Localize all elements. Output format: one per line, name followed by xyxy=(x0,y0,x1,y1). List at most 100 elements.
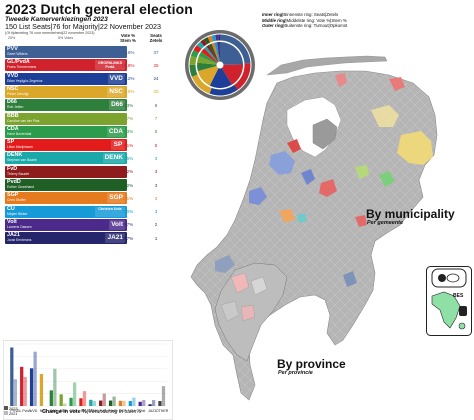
party-row-glpvda: GL/PvdA Frans Timmermans GROENLINKS PvdA xyxy=(5,59,127,72)
party-seat-count: 24 xyxy=(153,76,159,82)
chart-caption-text: Change in vote % xyxy=(42,409,87,415)
party-leader: Frans Timmermans xyxy=(7,65,37,70)
page-title: 2023 Dutch general election xyxy=(5,1,193,17)
party-logo: SGP xyxy=(107,193,125,204)
seat-slice-ja21 xyxy=(219,42,220,62)
party-name: GL/PvdA xyxy=(7,59,30,66)
party-vote-percent: 15.2% xyxy=(121,76,135,82)
x-tick-label: NSC xyxy=(40,409,48,413)
party-row-denk: DENK Stephan van Baarle DENK xyxy=(5,152,127,165)
party-seat-count: 3 xyxy=(154,195,158,201)
party-row-bbb: BBB Caroline van der Plas xyxy=(5,112,127,125)
by-municipality-sublabel: Per gemeente xyxy=(367,220,404,226)
glpvda-region-amsterdam xyxy=(287,139,301,153)
x-tick-label: Volt xyxy=(139,409,145,413)
x-tick-label: PvdD xyxy=(108,409,117,413)
vote-change-chart: PVV GL PvdA VVD NSC D66 BBB CDA SP DENK FvD PvdD SG… xyxy=(3,340,173,420)
party-vote-percent: 2.2% xyxy=(122,182,134,188)
x-tick-label: SP xyxy=(81,409,86,413)
netherlands-map xyxy=(190,55,438,401)
cda-region xyxy=(379,171,395,187)
party-name: BBB xyxy=(7,112,19,119)
party-name: PvdD xyxy=(7,179,21,185)
party-logo: GROENLINKS PvdA xyxy=(95,60,125,71)
x-tick-label: D66 xyxy=(50,409,57,413)
ring-legend: Inner ring|Binnenste ring: Seats|Zetels … xyxy=(262,12,347,29)
party-leader: Geert Wilders xyxy=(7,52,28,56)
seat-column-header: Seats Zetels xyxy=(146,33,166,43)
x-tick-label: SGP xyxy=(119,409,127,413)
party-row-sgp: SGP Chris Stoffer SGP xyxy=(5,192,127,205)
party-vote-percent: 0.7% xyxy=(122,235,134,241)
party-leader: Joost Eerdmans xyxy=(7,238,32,243)
party-leader: Lilian Marijnissen xyxy=(7,145,34,150)
party-leader: Stephan van Baarle xyxy=(7,158,37,163)
party-row-nsc: NSC Pieter Omtzigt NSC xyxy=(5,85,127,98)
bar-2023-pvdd xyxy=(108,400,113,406)
party-leader: Rob Jetten xyxy=(7,105,24,110)
pvv-region-zeeland xyxy=(215,255,235,273)
bes-inset xyxy=(426,266,472,336)
party-logo: JA21 xyxy=(105,233,125,244)
bar-2021-denk xyxy=(92,401,96,406)
party-logo: SP xyxy=(111,140,125,151)
party-seat-count: 9 xyxy=(154,102,158,108)
bes-top-island-box xyxy=(431,268,467,288)
bes-label: BES xyxy=(453,293,464,299)
seat-slice-d66 xyxy=(197,62,217,72)
party-logo: D66 xyxy=(109,100,125,111)
party-vote-percent: 3.3% xyxy=(122,129,134,135)
x-tick-label: BBB xyxy=(60,409,68,413)
bar-2021-sgp xyxy=(122,400,126,406)
x-tick-label: CU xyxy=(130,409,136,413)
party-row-ja21: JA21 Joost Eerdmans JA21 xyxy=(5,232,127,245)
party-seat-count: 37 xyxy=(153,49,159,55)
vvd-region-hague xyxy=(249,187,267,205)
legend-2021-label: 2021 xyxy=(9,412,18,416)
date-line: (Of tijdsmeting 76 voor meerderheid|22 n… xyxy=(5,31,95,35)
party-name: SP xyxy=(7,139,15,146)
party-name: D66 xyxy=(7,99,17,106)
vote-column-header: Vote % Stem % xyxy=(112,33,144,43)
province-north-holland xyxy=(230,272,250,294)
seat-slice-sgp xyxy=(211,42,220,62)
x-tick-label: GL PvdA xyxy=(17,409,32,413)
inner-ring-text: |Binnenste ring: Seats|Zetels xyxy=(282,12,339,17)
party-leader: Pieter Omtzigt xyxy=(7,91,29,96)
bar-2023-sgp xyxy=(118,400,123,406)
party-vote-percent: 23.6% xyxy=(121,49,135,55)
by-municipality-label: By municipality xyxy=(366,207,455,221)
legend-2023-label: 2023 xyxy=(9,407,18,411)
vvd-region-gooi xyxy=(301,169,315,185)
party-row-fvd: FvD Thierry Baudet xyxy=(5,165,127,178)
party-logo: VVD xyxy=(107,73,125,84)
party-seat-count: 5 xyxy=(154,129,158,135)
bar-2021-glpvda xyxy=(23,376,27,406)
party-vote-percent: 3.1% xyxy=(122,142,134,148)
seat-slice-volt xyxy=(217,42,220,62)
saba-island xyxy=(458,322,466,330)
party-name: JA21 xyxy=(7,232,20,239)
party-seat-count: 3 xyxy=(154,155,158,161)
party-leader: Laurens Dassen xyxy=(7,224,32,229)
bar-2021-ja21 xyxy=(151,400,156,406)
bar-2021-cda xyxy=(72,382,77,406)
party-vote-percent: 2.5% xyxy=(122,155,134,161)
party-leader: Chris Stoffer xyxy=(7,198,26,203)
party-row-vvd: VVD Dilan Yeşilgöz-Zegerius VVD xyxy=(5,72,127,85)
party-vote-percent: 12.9% xyxy=(121,89,135,95)
wadden-islands xyxy=(266,55,388,76)
party-row-pvv: PVV Geert Wilders xyxy=(5,46,127,58)
vote-slice-volt xyxy=(215,34,219,41)
party-logo: Christen Unie xyxy=(95,206,125,217)
seat-line: 150 List Seats|76 for Majority|22 Novemb… xyxy=(5,22,161,31)
page-subtitle: Tweede Kamerverkiezingen 2023 xyxy=(5,16,108,23)
chart-caption: Change in vote %|Verandering in stem% xyxy=(42,409,141,415)
bar-2021-cu xyxy=(132,397,136,406)
bar-2023-glpvda xyxy=(20,366,24,406)
vote-slice-denk xyxy=(196,41,205,49)
x-tick-label: VVD xyxy=(30,409,38,413)
x-tick-label: CDA xyxy=(69,409,77,413)
party-name: PVV xyxy=(7,46,18,52)
party-name: DENK xyxy=(7,152,23,159)
